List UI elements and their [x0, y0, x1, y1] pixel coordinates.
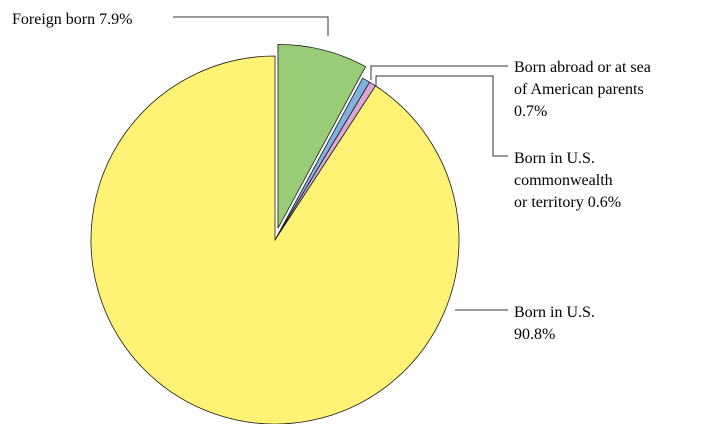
- leader-lines: [173, 16, 508, 311]
- pie-slice: [90, 55, 460, 424]
- slice-labels: Foreign born 7.9% Born abroad or at sea of…: [12, 11, 651, 343]
- slice-label-line: Foreign born 7.9%: [12, 11, 132, 28]
- slice-label-line: 90.8%: [514, 326, 555, 343]
- slice-label-line: Born in U.S.: [514, 150, 595, 167]
- leader-line: [370, 65, 508, 80]
- slice-label-line: of American parents: [514, 81, 644, 98]
- leader-line: [375, 75, 508, 157]
- slice-label-line: Born abroad or at sea: [514, 59, 651, 76]
- slice-label: Born in U.S. commonwealth or territory 0.6…: [514, 150, 621, 211]
- slice-label-line: 0.7%: [514, 103, 547, 120]
- pie-slice: [277, 43, 367, 229]
- leader-line: [173, 16, 329, 36]
- slice-label-line: or territory 0.6%: [514, 194, 621, 211]
- pie-slices: [90, 43, 460, 424]
- slice-label: Born abroad or at sea of American parents…: [514, 59, 651, 120]
- slice-label: Foreign born 7.9%: [12, 11, 132, 28]
- slice-label-line: commonwealth: [514, 172, 613, 189]
- slice-label: Born in U.S. 90.8%: [514, 304, 595, 343]
- slice-label-line: Born in U.S.: [514, 304, 595, 321]
